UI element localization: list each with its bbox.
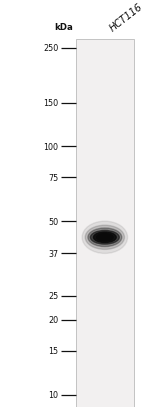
Text: 10: 10 xyxy=(48,390,58,399)
Ellipse shape xyxy=(88,229,122,247)
Text: 20: 20 xyxy=(48,315,58,324)
Text: 50: 50 xyxy=(48,217,58,226)
Text: 37: 37 xyxy=(48,249,58,258)
FancyBboxPatch shape xyxy=(76,40,134,409)
Text: 150: 150 xyxy=(43,99,58,108)
Ellipse shape xyxy=(97,234,113,241)
Text: 25: 25 xyxy=(48,292,58,301)
Text: 75: 75 xyxy=(48,173,58,182)
Text: 100: 100 xyxy=(43,142,58,151)
Ellipse shape xyxy=(85,226,124,250)
Text: HCT116: HCT116 xyxy=(108,2,144,34)
Text: 250: 250 xyxy=(43,44,58,53)
Ellipse shape xyxy=(93,232,116,243)
Text: kDa: kDa xyxy=(54,22,73,31)
Ellipse shape xyxy=(82,222,128,254)
Text: 15: 15 xyxy=(48,346,58,355)
Ellipse shape xyxy=(90,231,119,245)
